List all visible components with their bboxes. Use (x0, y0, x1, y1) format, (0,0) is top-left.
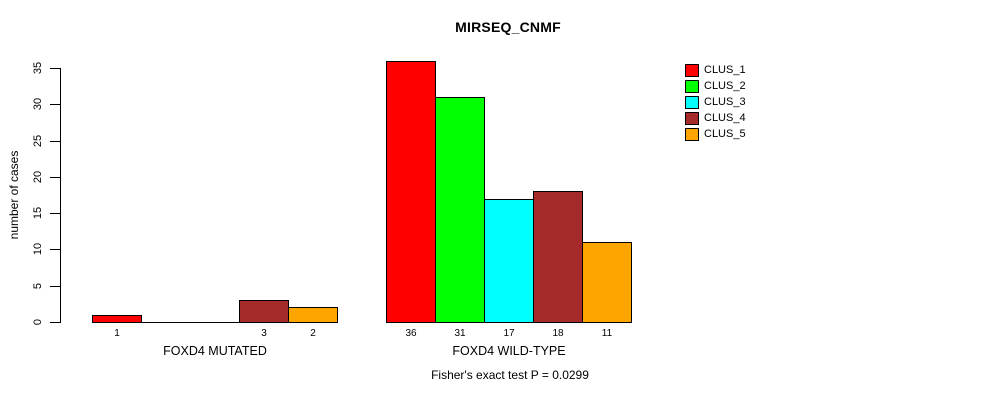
legend-swatch-icon (685, 79, 699, 93)
legend: CLUS_1 CLUS_2 CLUS_3 CLUS_4 CLUS_5 (685, 62, 746, 142)
y-tick (50, 141, 60, 142)
y-axis-label: number of cases (7, 150, 21, 240)
legend-swatch-icon (685, 95, 699, 109)
bar-clus_5-group0 (288, 307, 338, 323)
bar-count-label: 18 (552, 328, 564, 339)
bar-count-label: 11 (601, 328, 613, 339)
legend-item-clus_1: CLUS_1 (685, 62, 746, 78)
y-tick-label: 5 (32, 282, 44, 290)
y-axis-line (60, 68, 61, 323)
y-tick-label: 35 (32, 61, 44, 75)
legend-item-clus_3: CLUS_3 (685, 94, 746, 110)
y-tick (50, 68, 60, 69)
bar-count-label: 1 (114, 328, 120, 339)
bar-count-label: 31 (454, 328, 466, 339)
legend-label: CLUS_1 (704, 64, 746, 76)
legend-label: CLUS_2 (704, 80, 746, 92)
y-tick (50, 249, 60, 250)
bar-clus_4-group1 (533, 191, 583, 323)
y-tick (50, 104, 60, 105)
y-tick (50, 213, 60, 214)
bar-count-label: 2 (310, 328, 316, 339)
legend-label: CLUS_4 (704, 112, 746, 124)
y-tick (50, 177, 60, 178)
legend-swatch-icon (685, 111, 699, 125)
bar-count-label: 17 (503, 328, 515, 339)
bar-clus_5-group1 (582, 242, 632, 323)
y-tick-label: 0 (32, 318, 44, 326)
legend-swatch-icon (685, 127, 699, 141)
legend-item-clus_2: CLUS_2 (685, 78, 746, 94)
bar-clus_1-group1 (386, 61, 436, 323)
bar-clus_3-group0-zero (190, 322, 240, 323)
legend-label: CLUS_3 (704, 96, 746, 108)
bar-clus_2-group1 (435, 97, 485, 323)
legend-item-clus_4: CLUS_4 (685, 110, 746, 126)
group-label-wildtype: FOXD4 WILD-TYPE (452, 344, 566, 358)
y-tick (50, 286, 60, 287)
legend-item-clus_5: CLUS_5 (685, 126, 746, 142)
bar-clus_4-group0 (239, 300, 289, 323)
bar-count-label: 3 (261, 328, 267, 339)
legend-label: CLUS_5 (704, 128, 746, 140)
y-tick-label: 10 (32, 242, 44, 256)
bar-clus_1-group0 (92, 315, 142, 323)
legend-swatch-icon (685, 63, 699, 77)
bar-count-label: 36 (405, 328, 417, 339)
y-tick-label: 20 (32, 170, 44, 184)
y-tick-label: 15 (32, 206, 44, 220)
chart-title: MIRSEQ_CNMF (455, 19, 561, 35)
group-label-mutated: FOXD4 MUTATED (163, 344, 267, 358)
y-tick (50, 322, 60, 323)
bar-clus_3-group1 (484, 199, 534, 323)
y-tick-label: 30 (32, 97, 44, 111)
y-tick-label: 25 (32, 134, 44, 148)
fisher-test-annotation: Fisher's exact test P = 0.0299 (431, 368, 589, 382)
bar-clus_2-group0-zero (141, 322, 191, 323)
